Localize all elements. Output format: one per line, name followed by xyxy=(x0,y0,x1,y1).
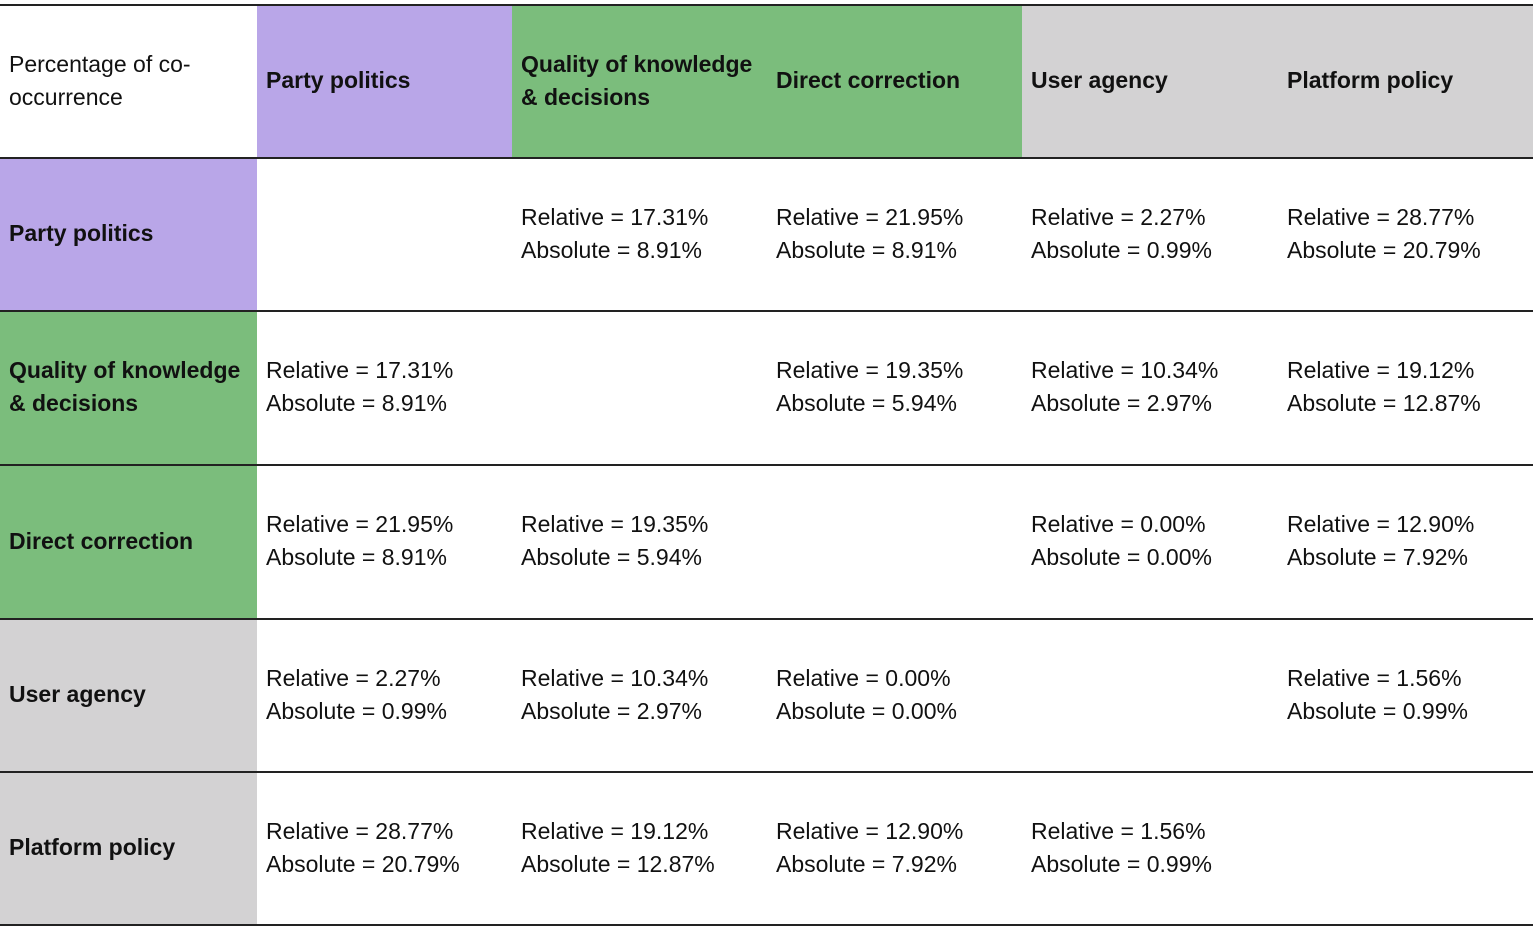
column-header: Platform policy xyxy=(1278,4,1533,157)
row-label: User agency xyxy=(9,681,146,707)
row-header: Direct correction xyxy=(0,464,257,618)
row-border xyxy=(0,157,1533,159)
value-cell: Relative = 19.35% Absolute = 5.94% xyxy=(767,310,1022,464)
absolute-value: Absolute = 8.91% xyxy=(266,390,447,416)
value-cell: Relative = 10.34% Absolute = 2.97% xyxy=(512,618,767,771)
row-label: Party politics xyxy=(9,220,154,246)
value-cell: Relative = 0.00% Absolute = 0.00% xyxy=(1022,464,1278,618)
row-label: Platform policy xyxy=(9,834,176,860)
absolute-value: Absolute = 0.99% xyxy=(1287,697,1468,724)
absolute-value: Absolute = 5.94% xyxy=(521,544,702,570)
row-border xyxy=(0,310,1533,312)
value-cell: Relative = 1.56% Absolute = 0.99% xyxy=(1278,618,1533,771)
value-cell: Relative = 17.31% Absolute = 8.91% xyxy=(257,310,512,464)
value-cell: Relative = 28.77% Absolute = 20.79% xyxy=(257,771,512,924)
row-header: Quality of knowledge & decisions xyxy=(0,310,257,464)
absolute-value: Absolute = 0.00% xyxy=(776,697,957,724)
relative-value: Relative = 10.34% xyxy=(1031,357,1219,383)
row-border xyxy=(0,4,1533,6)
row-label: Quality of knowledge & decisions xyxy=(9,357,241,416)
row-label: Direct correction xyxy=(9,527,194,554)
relative-value: Relative = 21.95% xyxy=(776,203,964,230)
row-border xyxy=(0,618,1533,620)
column-label: Quality of knowledge & decisions xyxy=(521,50,753,110)
relative-value: Relative = 1.56% xyxy=(1031,817,1206,844)
value-cell: Relative = 0.00% Absolute = 0.00% xyxy=(767,618,1022,771)
absolute-value: Absolute = 2.97% xyxy=(521,697,702,724)
absolute-value: Absolute = 12.87% xyxy=(1287,390,1481,416)
absolute-value: Absolute = 8.91% xyxy=(266,544,447,570)
absolute-value: Absolute = 20.79% xyxy=(1287,236,1481,263)
row-border xyxy=(0,771,1533,773)
relative-value: Relative = 2.27% xyxy=(1031,203,1206,230)
column-header: Direct correction xyxy=(767,4,1022,157)
relative-value: Relative = 19.35% xyxy=(521,511,709,537)
value-cell: Relative = 19.12% Absolute = 12.87% xyxy=(512,771,767,924)
value-cell: Relative = 17.31% Absolute = 8.91% xyxy=(512,157,767,310)
column-label: Party politics xyxy=(266,67,411,93)
corner-label: Percentage of co-occurrence xyxy=(9,50,191,110)
column-header: User agency xyxy=(1022,4,1278,157)
value-cell: Relative = 21.95% Absolute = 8.91% xyxy=(767,157,1022,310)
relative-value: Relative = 1.56% xyxy=(1287,664,1462,691)
value-cell: Relative = 19.35% Absolute = 5.94% xyxy=(512,464,767,618)
column-label: User agency xyxy=(1031,67,1168,93)
relative-value: Relative = 28.77% xyxy=(1287,203,1475,230)
corner-cell: Percentage of co-occurrence xyxy=(0,4,257,157)
relative-value: Relative = 21.95% xyxy=(266,511,454,537)
column-header: Party politics xyxy=(257,4,512,157)
column-header: Quality of knowledge & decisions xyxy=(512,4,767,157)
empty-cell xyxy=(1278,771,1533,924)
value-cell: Relative = 21.95% Absolute = 8.91% xyxy=(257,464,512,618)
absolute-value: Absolute = 0.00% xyxy=(1031,544,1212,570)
value-cell: Relative = 19.12% Absolute = 12.87% xyxy=(1278,310,1533,464)
empty-cell xyxy=(1022,618,1278,771)
row-header: User agency xyxy=(0,618,257,771)
relative-value: Relative = 17.31% xyxy=(266,357,454,383)
relative-value: Relative = 19.12% xyxy=(1287,357,1475,383)
value-cell: Relative = 28.77% Absolute = 20.79% xyxy=(1278,157,1533,310)
absolute-value: Absolute = 2.97% xyxy=(1031,390,1212,416)
empty-cell xyxy=(767,464,1022,618)
column-label: Direct correction xyxy=(776,67,961,93)
absolute-value: Absolute = 7.92% xyxy=(776,850,957,877)
value-cell: Relative = 2.27% Absolute = 0.99% xyxy=(1022,157,1278,310)
value-cell: Relative = 2.27% Absolute = 0.99% xyxy=(257,618,512,771)
value-cell: Relative = 12.90% Absolute = 7.92% xyxy=(767,771,1022,924)
relative-value: Relative = 0.00% xyxy=(1031,511,1206,537)
value-cell: Relative = 1.56% Absolute = 0.99% xyxy=(1022,771,1278,924)
relative-value: Relative = 0.00% xyxy=(776,664,951,691)
absolute-value: Absolute = 20.79% xyxy=(266,850,460,877)
row-border xyxy=(0,924,1533,926)
row-header: Platform policy xyxy=(0,771,257,924)
relative-value: Relative = 28.77% xyxy=(266,817,454,844)
relative-value: Relative = 2.27% xyxy=(266,664,441,691)
relative-value: Relative = 12.90% xyxy=(776,817,964,844)
absolute-value: Absolute = 8.91% xyxy=(521,236,702,263)
row-header: Party politics xyxy=(0,157,257,310)
absolute-value: Absolute = 0.99% xyxy=(1031,236,1212,263)
absolute-value: Absolute = 12.87% xyxy=(521,850,715,877)
absolute-value: Absolute = 5.94% xyxy=(776,390,957,416)
value-cell: Relative = 12.90% Absolute = 7.92% xyxy=(1278,464,1533,618)
row-border xyxy=(0,464,1533,466)
absolute-value: Absolute = 8.91% xyxy=(776,236,957,263)
relative-value: Relative = 12.90% xyxy=(1287,511,1475,537)
relative-value: Relative = 10.34% xyxy=(521,664,709,691)
absolute-value: Absolute = 7.92% xyxy=(1287,544,1468,570)
empty-cell xyxy=(512,310,767,464)
relative-value: Relative = 17.31% xyxy=(521,203,709,230)
absolute-value: Absolute = 0.99% xyxy=(266,697,447,724)
column-label: Platform policy xyxy=(1287,67,1454,93)
empty-cell xyxy=(257,157,512,310)
relative-value: Relative = 19.35% xyxy=(776,357,964,383)
value-cell: Relative = 10.34% Absolute = 2.97% xyxy=(1022,310,1278,464)
relative-value: Relative = 19.12% xyxy=(521,817,709,844)
absolute-value: Absolute = 0.99% xyxy=(1031,850,1212,877)
